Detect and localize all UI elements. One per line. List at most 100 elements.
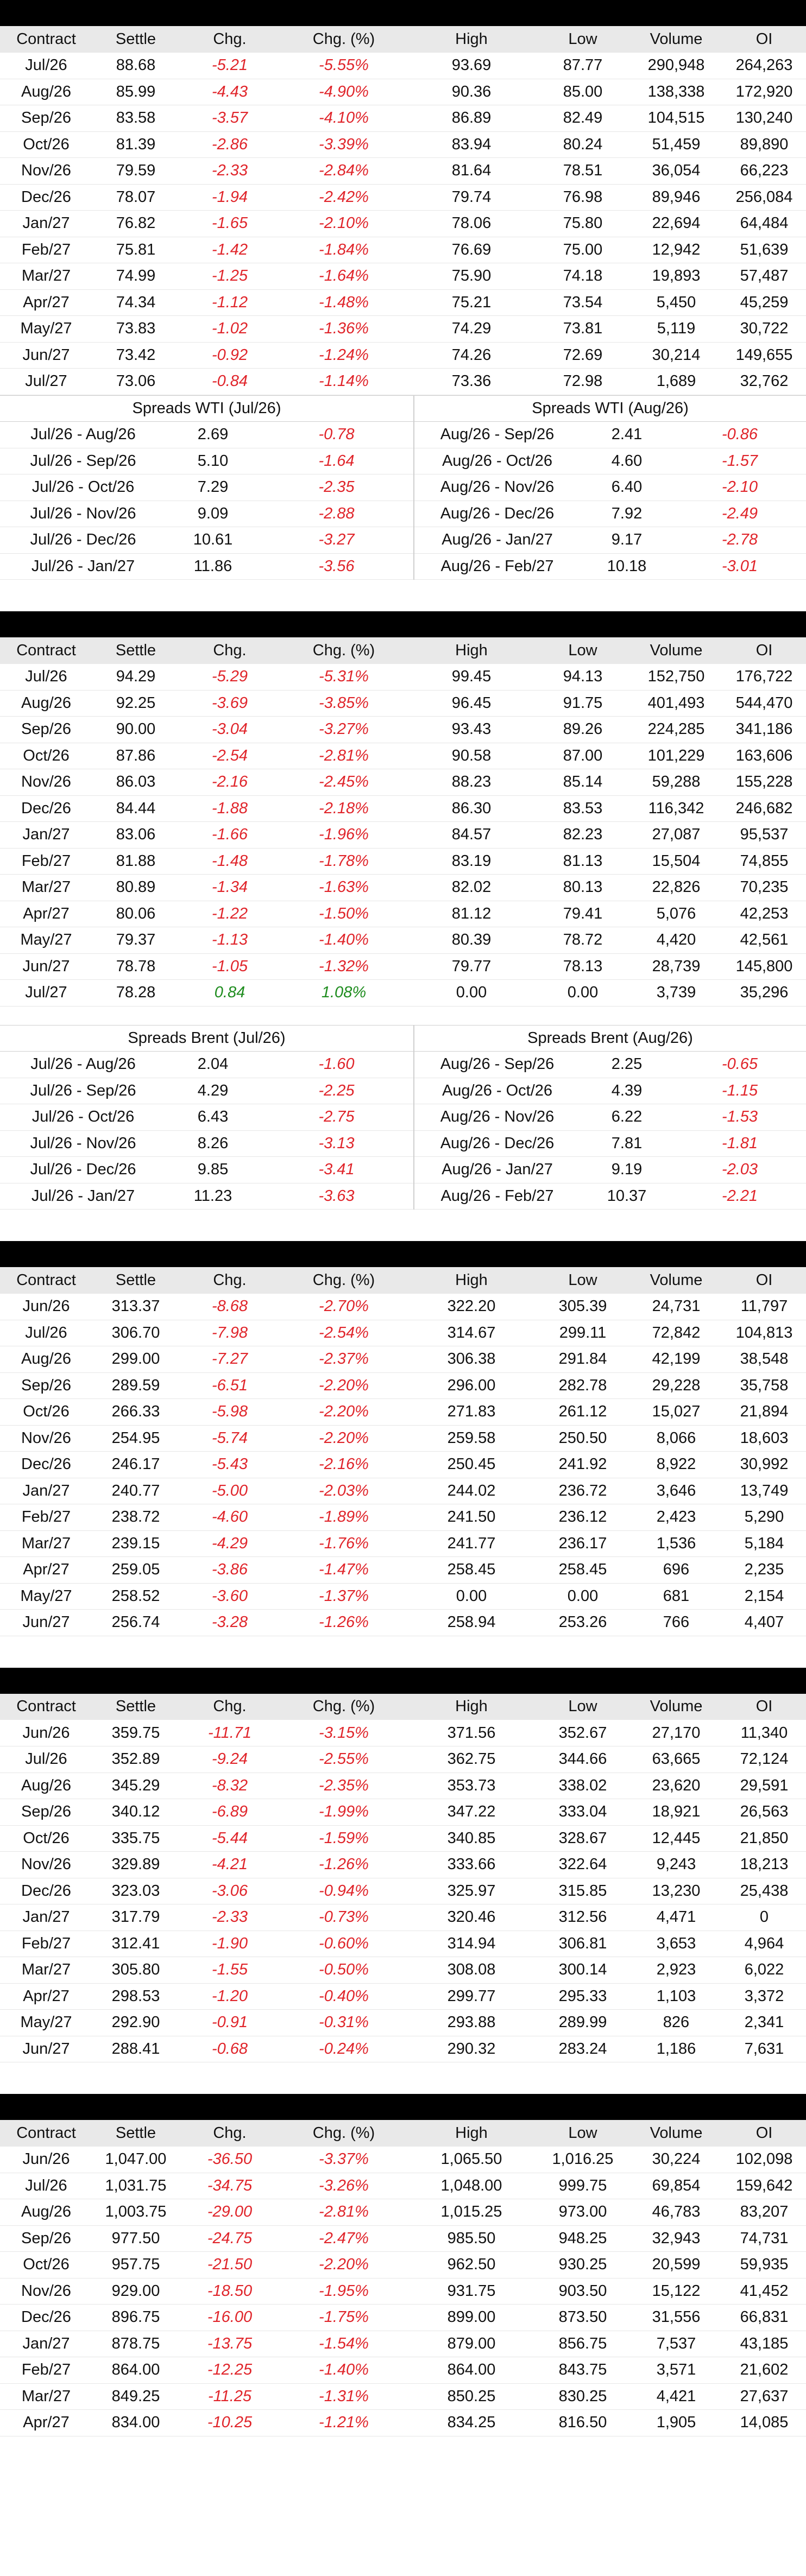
spread-row: Jul/26 - Sep/26 5.10 -1.64 Aug/26 - Oct/26 4… bbox=[0, 448, 806, 474]
table-cell: 0 bbox=[722, 1904, 806, 1931]
table-cell: 11,340 bbox=[722, 1720, 806, 1746]
table-cell: -1.54% bbox=[280, 2331, 407, 2357]
table-cell: 73.42 bbox=[92, 342, 179, 369]
table-row: Mar/27 74.99 -1.25 -1.64% 75.90 74.18 19,893 57… bbox=[0, 263, 806, 290]
table-cell: 59,288 bbox=[630, 769, 722, 796]
table-cell: 238.72 bbox=[92, 1504, 179, 1531]
table-cell: 352.89 bbox=[92, 1746, 179, 1773]
table-row: Aug/26 1,003.75 -29.00 -2.81% 1,015.25 973.00… bbox=[0, 2199, 806, 2226]
table-cell: 93.69 bbox=[407, 52, 536, 79]
table-cell: -2.20% bbox=[280, 2251, 407, 2278]
table-cell: 1,015.25 bbox=[407, 2199, 536, 2226]
section-gap bbox=[0, 580, 806, 611]
table-cell: 73.54 bbox=[536, 289, 630, 316]
table-cell: 94.29 bbox=[92, 663, 179, 691]
table-cell: 74,731 bbox=[722, 2225, 806, 2252]
table-cell: 256.74 bbox=[92, 1609, 179, 1636]
table-cell: 15,027 bbox=[630, 1398, 722, 1426]
table-cell: Oct/26 bbox=[0, 743, 92, 769]
table-cell: 152,750 bbox=[630, 663, 722, 691]
table-cell: 85.00 bbox=[536, 79, 630, 105]
table-cell: -1.37% bbox=[280, 1583, 407, 1610]
table-cell: 903.50 bbox=[536, 2278, 630, 2305]
table-cell: 72,124 bbox=[722, 1746, 806, 1773]
table-cell: 0.00 bbox=[407, 1583, 536, 1610]
table-cell: Jan/27 bbox=[0, 821, 92, 849]
spread-cell: -2.25 bbox=[260, 1078, 414, 1104]
table-cell: 873.50 bbox=[536, 2304, 630, 2331]
table-cell: 89,946 bbox=[630, 184, 722, 211]
table-cell: -5.98 bbox=[179, 1398, 280, 1426]
table-cell: 289.99 bbox=[536, 2009, 630, 2036]
table-cell: -4.29 bbox=[179, 1530, 280, 1557]
table-cell: 929.00 bbox=[92, 2278, 179, 2305]
table-cell: Jul/26 bbox=[0, 1320, 92, 1346]
table-cell: 259.05 bbox=[92, 1556, 179, 1584]
column-header: Chg. (%) bbox=[312, 1271, 375, 1289]
table-cell: -0.50% bbox=[280, 1957, 407, 1984]
table-cell: 72.69 bbox=[536, 342, 630, 369]
table-cell: -1.99% bbox=[280, 1799, 407, 1826]
table-cell: 29,591 bbox=[722, 1773, 806, 1799]
column-header: Chg. bbox=[213, 641, 247, 659]
table-cell: -1.90 bbox=[179, 1931, 280, 1957]
table-cell: 145,800 bbox=[722, 953, 806, 980]
table-cell: 2,154 bbox=[722, 1583, 806, 1610]
table-cell: 42,199 bbox=[630, 1346, 722, 1373]
table-cell: 5,290 bbox=[722, 1504, 806, 1531]
table-row: Oct/26 266.33 -5.98 -2.20% 271.83 261.12 15,02… bbox=[0, 1398, 806, 1426]
table-cell: -13.75 bbox=[179, 2331, 280, 2357]
column-header: OI bbox=[755, 30, 773, 48]
table-cell: -3.60 bbox=[179, 1583, 280, 1610]
table-cell: -2.55% bbox=[280, 1746, 407, 1773]
table-cell: Jun/27 bbox=[0, 342, 92, 369]
table-cell: -1.48 bbox=[179, 848, 280, 875]
table-cell: 323.03 bbox=[92, 1878, 179, 1904]
table-cell: 850.25 bbox=[407, 2383, 536, 2410]
table-row: Nov/26 329.89 -4.21 -1.26% 333.66 322.64 9,243… bbox=[0, 1851, 806, 1878]
table-cell: -1.31% bbox=[280, 2383, 407, 2410]
spread-cell: 11.86 bbox=[166, 553, 260, 580]
table-cell: 84.44 bbox=[92, 795, 179, 822]
table-cell: 32,762 bbox=[722, 368, 806, 395]
table-cell: 76.98 bbox=[536, 184, 630, 211]
spreads-table: Spreads Brent (Jul/26) Spreads Brent (Aug… bbox=[0, 1024, 806, 1210]
table-cell: 83,207 bbox=[722, 2199, 806, 2226]
table-cell: Aug/26 bbox=[0, 1346, 92, 1373]
table-row: May/27 79.37 -1.13 -1.40% 80.39 78.72 4,420 42,… bbox=[0, 927, 806, 954]
table-cell: Dec/26 bbox=[0, 1878, 92, 1904]
table-cell: 250.50 bbox=[536, 1425, 630, 1452]
table-cell: 81.12 bbox=[407, 901, 536, 927]
table-row: Mar/27 849.25 -11.25 -1.31% 850.25 830.25 4,42… bbox=[0, 2383, 806, 2410]
table-cell: -1.88 bbox=[179, 795, 280, 822]
table-cell: 75.21 bbox=[407, 289, 536, 316]
table-cell: 84.57 bbox=[407, 821, 536, 849]
table-cell: -0.24% bbox=[280, 2036, 407, 2062]
table-cell: 30,992 bbox=[722, 1451, 806, 1478]
column-header: High bbox=[455, 1698, 488, 1716]
table-cell: May/27 bbox=[0, 1583, 92, 1610]
spread-cell: -1.57 bbox=[673, 448, 806, 474]
table-cell: -1.26% bbox=[280, 1609, 407, 1636]
table-cell: 155,228 bbox=[722, 769, 806, 796]
table-cell: 96.45 bbox=[407, 690, 536, 717]
column-header: Chg. bbox=[213, 1271, 247, 1289]
table-cell: 9,243 bbox=[630, 1851, 722, 1878]
table-cell: 931.75 bbox=[407, 2278, 536, 2305]
table-cell: 70,235 bbox=[722, 874, 806, 901]
table-cell: -3.86 bbox=[179, 1556, 280, 1584]
table-cell: 21,894 bbox=[722, 1398, 806, 1426]
table-cell: -1.02 bbox=[179, 315, 280, 343]
spread-cell: -1.60 bbox=[260, 1051, 414, 1078]
table-cell: 42,253 bbox=[722, 901, 806, 927]
table-cell: Aug/26 bbox=[0, 690, 92, 717]
table-header-row: Contract Settle Chg. Chg. (%) High Low Volume O… bbox=[0, 637, 806, 664]
table-cell: 76.69 bbox=[407, 237, 536, 263]
table-cell: 843.75 bbox=[536, 2357, 630, 2384]
table-cell: 681 bbox=[630, 1583, 722, 1610]
section-header-bar bbox=[0, 2094, 806, 2120]
table-cell: -5.74 bbox=[179, 1425, 280, 1452]
table-cell: Sep/26 bbox=[0, 105, 92, 132]
table-cell: Jul/26 bbox=[0, 2173, 92, 2199]
table-cell: -5.29 bbox=[179, 663, 280, 691]
